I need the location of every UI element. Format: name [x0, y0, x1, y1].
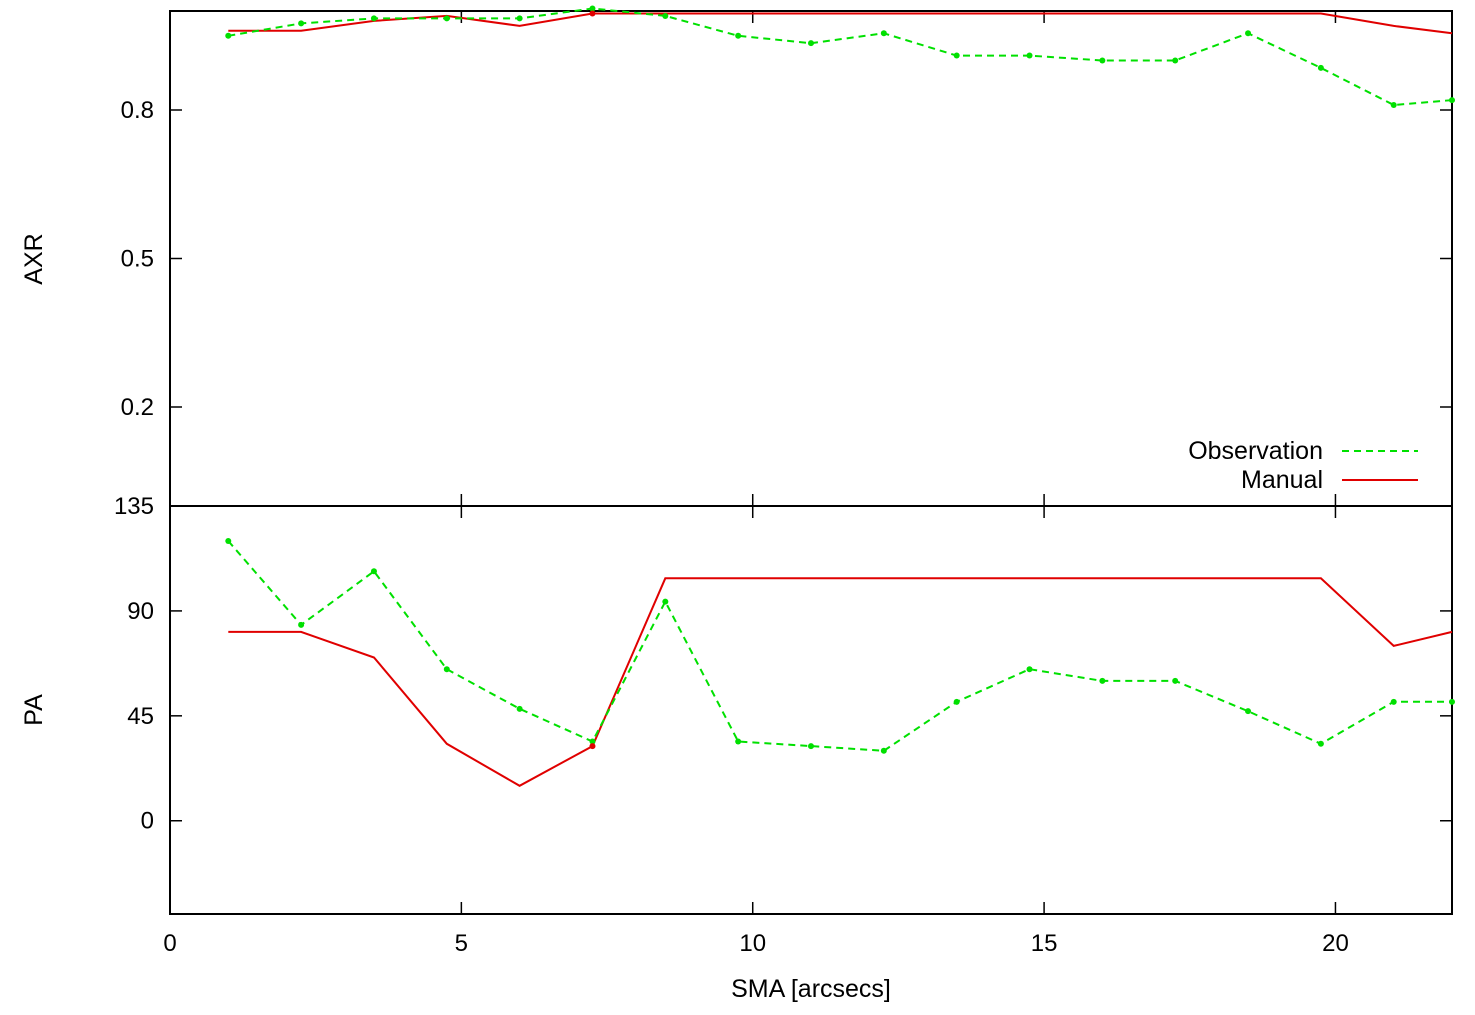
data-point-observation — [1390, 698, 1397, 705]
series-layer — [225, 5, 1455, 787]
top-y-axis-title: AXR — [20, 233, 48, 284]
data-point-observation — [1245, 30, 1252, 37]
data-point-observation — [370, 15, 377, 22]
data-point-observation — [298, 621, 305, 628]
legend: Observation Manual — [1188, 437, 1418, 494]
data-point-observation — [1449, 97, 1455, 104]
data-point-observation — [1099, 57, 1106, 64]
data-point-observation — [1172, 57, 1179, 64]
data-point-observation — [298, 20, 305, 27]
series-line-manual — [228, 12, 1453, 35]
bottom-panel-frame — [169, 505, 1453, 915]
data-point-observation — [808, 40, 814, 47]
data-point-observation — [589, 738, 596, 745]
y-tick-label: 0.5 — [121, 246, 154, 273]
series-line-manual — [228, 577, 1453, 787]
data-point-observation — [1245, 708, 1252, 715]
legend-label-observation: Observation — [1188, 437, 1323, 465]
x-tick-label: 10 — [739, 930, 766, 957]
data-point-observation — [1317, 740, 1324, 747]
data-point-observation — [735, 738, 742, 745]
data-point-observation — [225, 537, 232, 544]
data-point-observation — [880, 30, 887, 37]
data-point-observation — [880, 747, 887, 754]
x-tick-label: 5 — [455, 930, 468, 957]
data-point-observation — [516, 15, 523, 22]
data-point-observation — [1026, 52, 1033, 59]
data-point-observation — [1449, 698, 1455, 705]
y-tick-label: 45 — [127, 703, 154, 730]
data-point-observation — [443, 15, 450, 22]
y-tick-label: 90 — [127, 598, 154, 625]
data-point-observation — [662, 598, 669, 605]
x-tick-label: 0 — [163, 930, 176, 957]
x-tick-label: 15 — [1031, 930, 1058, 957]
data-point-observation — [662, 12, 669, 19]
data-point-observation — [1099, 677, 1106, 684]
tick-labels: 0.2 0.5 0.8 0 45 90 135 0 5 10 15 20 — [114, 97, 1349, 957]
data-point-observation — [1317, 64, 1324, 71]
y-tick-label: 0.2 — [121, 394, 154, 421]
data-point-observation — [370, 568, 377, 575]
y-tick-label: 0.8 — [121, 97, 154, 124]
series-line-observation — [228, 7, 1453, 107]
data-point-observation — [808, 743, 814, 750]
x-tick-label: 20 — [1322, 930, 1349, 957]
data-point-observation — [953, 52, 960, 59]
data-point-manual — [589, 743, 596, 750]
data-point-observation — [1390, 102, 1397, 109]
y-tick-label: 0 — [141, 808, 154, 835]
bottom-y-axis-title: PA — [20, 694, 48, 726]
data-point-manual — [589, 10, 596, 17]
data-point-observation — [225, 32, 232, 39]
series-line-observation — [227, 540, 1452, 752]
data-point-observation — [516, 705, 523, 712]
data-point-observation — [443, 666, 450, 673]
top-panel-frame — [169, 10, 1453, 507]
x-axis-title: SMA [arcsecs] — [731, 975, 891, 1003]
data-point-observation — [1172, 677, 1179, 684]
legend-label-manual: Manual — [1241, 466, 1323, 494]
data-point-observation — [589, 5, 596, 12]
data-point-observation — [953, 698, 960, 705]
y-tick-label: 135 — [114, 493, 154, 520]
data-point-observation — [735, 32, 742, 39]
data-point-observation — [1026, 666, 1033, 673]
